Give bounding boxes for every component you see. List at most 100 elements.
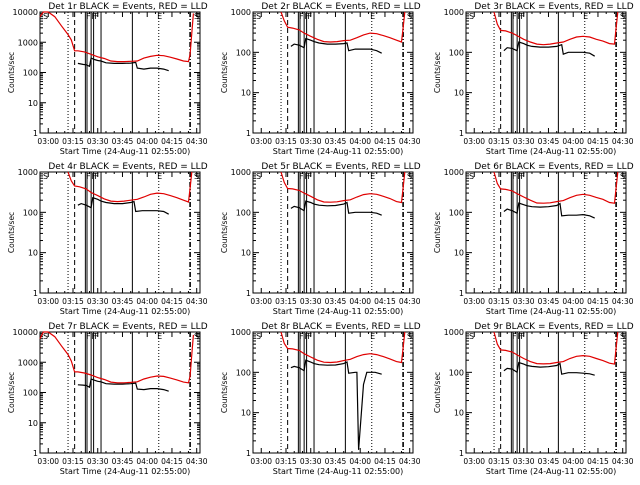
x-tick-label: 03:15 bbox=[62, 137, 84, 146]
chart-title: Det 7r BLACK = Events, RED = LLD bbox=[48, 322, 207, 332]
flag-marker: F bbox=[304, 172, 309, 181]
flag-marker: F bbox=[91, 332, 96, 341]
flag-marker: E bbox=[370, 332, 375, 341]
lld-rate-line bbox=[280, 11, 406, 43]
detector-panel-1: Det 1r BLACK = Events, RED = LLD 1 10 100 10… bbox=[0, 0, 213, 160]
y-tick-label: 1 bbox=[459, 449, 464, 458]
x-tick-label: 03:45 bbox=[325, 297, 347, 306]
lld-rate-line bbox=[493, 11, 619, 46]
x-axis-label: Start Time (24-Aug-11 02:55:00) bbox=[486, 147, 617, 156]
flag-marker: E bbox=[583, 332, 588, 341]
flag-marker: S bbox=[469, 332, 474, 341]
flag-marker: S bbox=[194, 332, 199, 341]
flag-marker: S bbox=[43, 12, 48, 21]
flag-marker: S bbox=[407, 172, 412, 181]
flag-marker: S bbox=[620, 12, 625, 21]
x-tick-label: 04:15 bbox=[374, 457, 396, 466]
x-tick-label: 03:45 bbox=[112, 137, 134, 146]
lld-rate-line bbox=[39, 331, 194, 384]
flag-marker: F bbox=[512, 12, 517, 21]
chart-title: Det 3r BLACK = Events, RED = LLD bbox=[474, 2, 633, 12]
flag-marker: E bbox=[583, 12, 588, 21]
x-tick-label: 04:00 bbox=[349, 137, 371, 146]
x-tick-label: 04:00 bbox=[136, 457, 158, 466]
x-tick-label: 03:00 bbox=[250, 457, 272, 466]
y-tick-label: 100 bbox=[23, 69, 38, 78]
x-tick-label: 03:45 bbox=[325, 457, 347, 466]
y-tick-label: 10 bbox=[241, 409, 251, 418]
x-tick-label: 03:45 bbox=[325, 137, 347, 146]
chart-svg: Det 4r BLACK = Events, RED = LLD 1 10 100 10… bbox=[7, 162, 208, 316]
flag-marker: S bbox=[469, 12, 474, 21]
x-tick-label: 03:00 bbox=[463, 137, 485, 146]
flag-marker: F bbox=[86, 12, 91, 21]
y-tick-label: 1 bbox=[459, 289, 464, 298]
x-tick-label: 03:30 bbox=[300, 137, 322, 146]
flag-marker: S bbox=[407, 332, 412, 341]
chart-svg: Det 2r BLACK = Events, RED = LLD 1 10 100 10… bbox=[220, 2, 421, 156]
flag-marker: F bbox=[299, 12, 304, 21]
y-axis-label: Counts/sec bbox=[433, 372, 442, 413]
flag-marker: E bbox=[370, 172, 375, 181]
y-tick-label: 1000 bbox=[18, 358, 38, 367]
events-rate-line bbox=[290, 359, 382, 450]
y-tick-label: 10 bbox=[454, 409, 464, 418]
x-tick-label: 03:45 bbox=[112, 297, 134, 306]
x-tick-label: 04:15 bbox=[587, 137, 609, 146]
chart-svg: Det 9r BLACK = Events, RED = LLD 1 10 100 10… bbox=[433, 322, 634, 476]
x-tick-label: 03:30 bbox=[300, 457, 322, 466]
x-axis-label: Start Time (24-Aug-11 02:55:00) bbox=[60, 467, 191, 476]
y-tick-label: 1000 bbox=[231, 328, 251, 337]
detector-panel-7: Det 7r BLACK = Events, RED = LLD 1 10 100 10… bbox=[0, 320, 213, 480]
flag-marker: F bbox=[520, 332, 525, 341]
y-tick-label: 10 bbox=[241, 249, 251, 258]
flag-marker: S bbox=[256, 332, 261, 341]
flag-marker: S bbox=[407, 12, 412, 21]
events-rate-line bbox=[77, 57, 169, 72]
chart-title: Det 2r BLACK = Events, RED = LLD bbox=[261, 2, 420, 12]
plot-frame bbox=[465, 11, 627, 134]
flag-marker: F bbox=[520, 172, 525, 181]
y-tick-label: 1000 bbox=[444, 168, 464, 177]
chart-title: Det 4r BLACK = Events, RED = LLD bbox=[48, 162, 207, 172]
flag-marker: F bbox=[86, 172, 91, 181]
chart-svg: Det 7r BLACK = Events, RED = LLD 1 10 100 10… bbox=[7, 322, 208, 476]
flag-marker: S bbox=[256, 172, 261, 181]
chart-svg: Det 1r BLACK = Events, RED = LLD 1 10 100 10… bbox=[7, 2, 208, 156]
x-tick-label: 03:15 bbox=[488, 137, 510, 146]
events-rate-line bbox=[503, 41, 596, 57]
flag-marker: F bbox=[517, 12, 522, 21]
y-axis-label: Counts/sec bbox=[7, 52, 16, 93]
plot-frame bbox=[39, 171, 201, 294]
x-tick-label: 04:15 bbox=[374, 297, 396, 306]
detector-panel-5: Det 5r BLACK = Events, RED = LLD 1 10 100 10… bbox=[213, 160, 426, 320]
x-tick-label: 04:00 bbox=[562, 457, 584, 466]
lld-rate-line bbox=[493, 171, 619, 204]
y-tick-label: 1000 bbox=[18, 168, 38, 177]
flag-marker: F bbox=[86, 332, 91, 341]
x-tick-label: 04:30 bbox=[399, 457, 421, 466]
x-tick-label: 04:30 bbox=[399, 297, 421, 306]
lld-rate-line bbox=[280, 331, 406, 364]
flag-marker: S bbox=[194, 12, 199, 21]
x-axis-label: Start Time (24-Aug-11 02:55:00) bbox=[273, 147, 404, 156]
flag-marker: F bbox=[299, 332, 304, 341]
events-rate-line bbox=[290, 37, 382, 54]
x-tick-label: 04:30 bbox=[186, 137, 208, 146]
y-axis-label: Counts/sec bbox=[220, 212, 229, 253]
chart-title: Det 5r BLACK = Events, RED = LLD bbox=[261, 162, 420, 172]
flag-marker: E bbox=[370, 12, 375, 21]
x-tick-label: 03:15 bbox=[488, 297, 510, 306]
x-tick-label: 03:30 bbox=[87, 297, 109, 306]
y-tick-label: 10 bbox=[454, 89, 464, 98]
flag-marker: F bbox=[94, 172, 99, 181]
flag-marker: F bbox=[307, 172, 312, 181]
x-tick-label: 03:00 bbox=[37, 137, 59, 146]
plot-frame bbox=[252, 331, 414, 454]
lld-rate-line bbox=[493, 331, 619, 365]
y-tick-label: 1000 bbox=[444, 328, 464, 337]
detector-panel-2: Det 2r BLACK = Events, RED = LLD 1 10 100 10… bbox=[213, 0, 426, 160]
y-tick-label: 100 bbox=[23, 208, 38, 217]
x-tick-label: 03:30 bbox=[300, 297, 322, 306]
flag-marker: F bbox=[512, 172, 517, 181]
